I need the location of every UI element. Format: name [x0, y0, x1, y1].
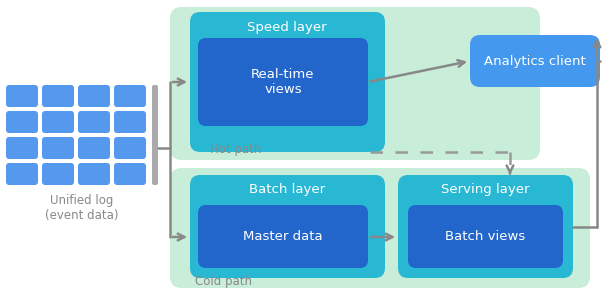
Text: Batch layer: Batch layer — [249, 184, 325, 197]
FancyBboxPatch shape — [42, 163, 74, 185]
Text: Cold path: Cold path — [195, 274, 252, 287]
FancyBboxPatch shape — [6, 137, 38, 159]
FancyBboxPatch shape — [78, 111, 110, 133]
FancyBboxPatch shape — [6, 85, 38, 107]
FancyBboxPatch shape — [42, 111, 74, 133]
FancyBboxPatch shape — [78, 163, 110, 185]
FancyBboxPatch shape — [170, 7, 540, 160]
Text: Real-time
views: Real-time views — [251, 68, 315, 96]
FancyBboxPatch shape — [408, 205, 563, 268]
FancyBboxPatch shape — [6, 163, 38, 185]
FancyBboxPatch shape — [170, 168, 590, 288]
FancyBboxPatch shape — [42, 85, 74, 107]
FancyBboxPatch shape — [78, 85, 110, 107]
FancyBboxPatch shape — [6, 111, 38, 133]
FancyBboxPatch shape — [198, 38, 368, 126]
FancyBboxPatch shape — [198, 205, 368, 268]
FancyBboxPatch shape — [114, 137, 146, 159]
Text: Master data: Master data — [243, 230, 323, 242]
Text: Serving layer: Serving layer — [441, 184, 529, 197]
FancyBboxPatch shape — [152, 85, 158, 185]
Text: Hot path: Hot path — [210, 143, 262, 156]
FancyBboxPatch shape — [190, 12, 385, 152]
Text: Batch views: Batch views — [445, 230, 525, 242]
FancyBboxPatch shape — [78, 137, 110, 159]
FancyBboxPatch shape — [114, 85, 146, 107]
FancyBboxPatch shape — [398, 175, 573, 278]
Text: Unified log
(event data): Unified log (event data) — [45, 194, 119, 222]
Text: Speed layer: Speed layer — [247, 20, 327, 34]
FancyBboxPatch shape — [114, 111, 146, 133]
FancyBboxPatch shape — [470, 35, 600, 87]
FancyBboxPatch shape — [42, 137, 74, 159]
FancyBboxPatch shape — [190, 175, 385, 278]
Text: Analytics client: Analytics client — [484, 55, 586, 67]
FancyBboxPatch shape — [114, 163, 146, 185]
